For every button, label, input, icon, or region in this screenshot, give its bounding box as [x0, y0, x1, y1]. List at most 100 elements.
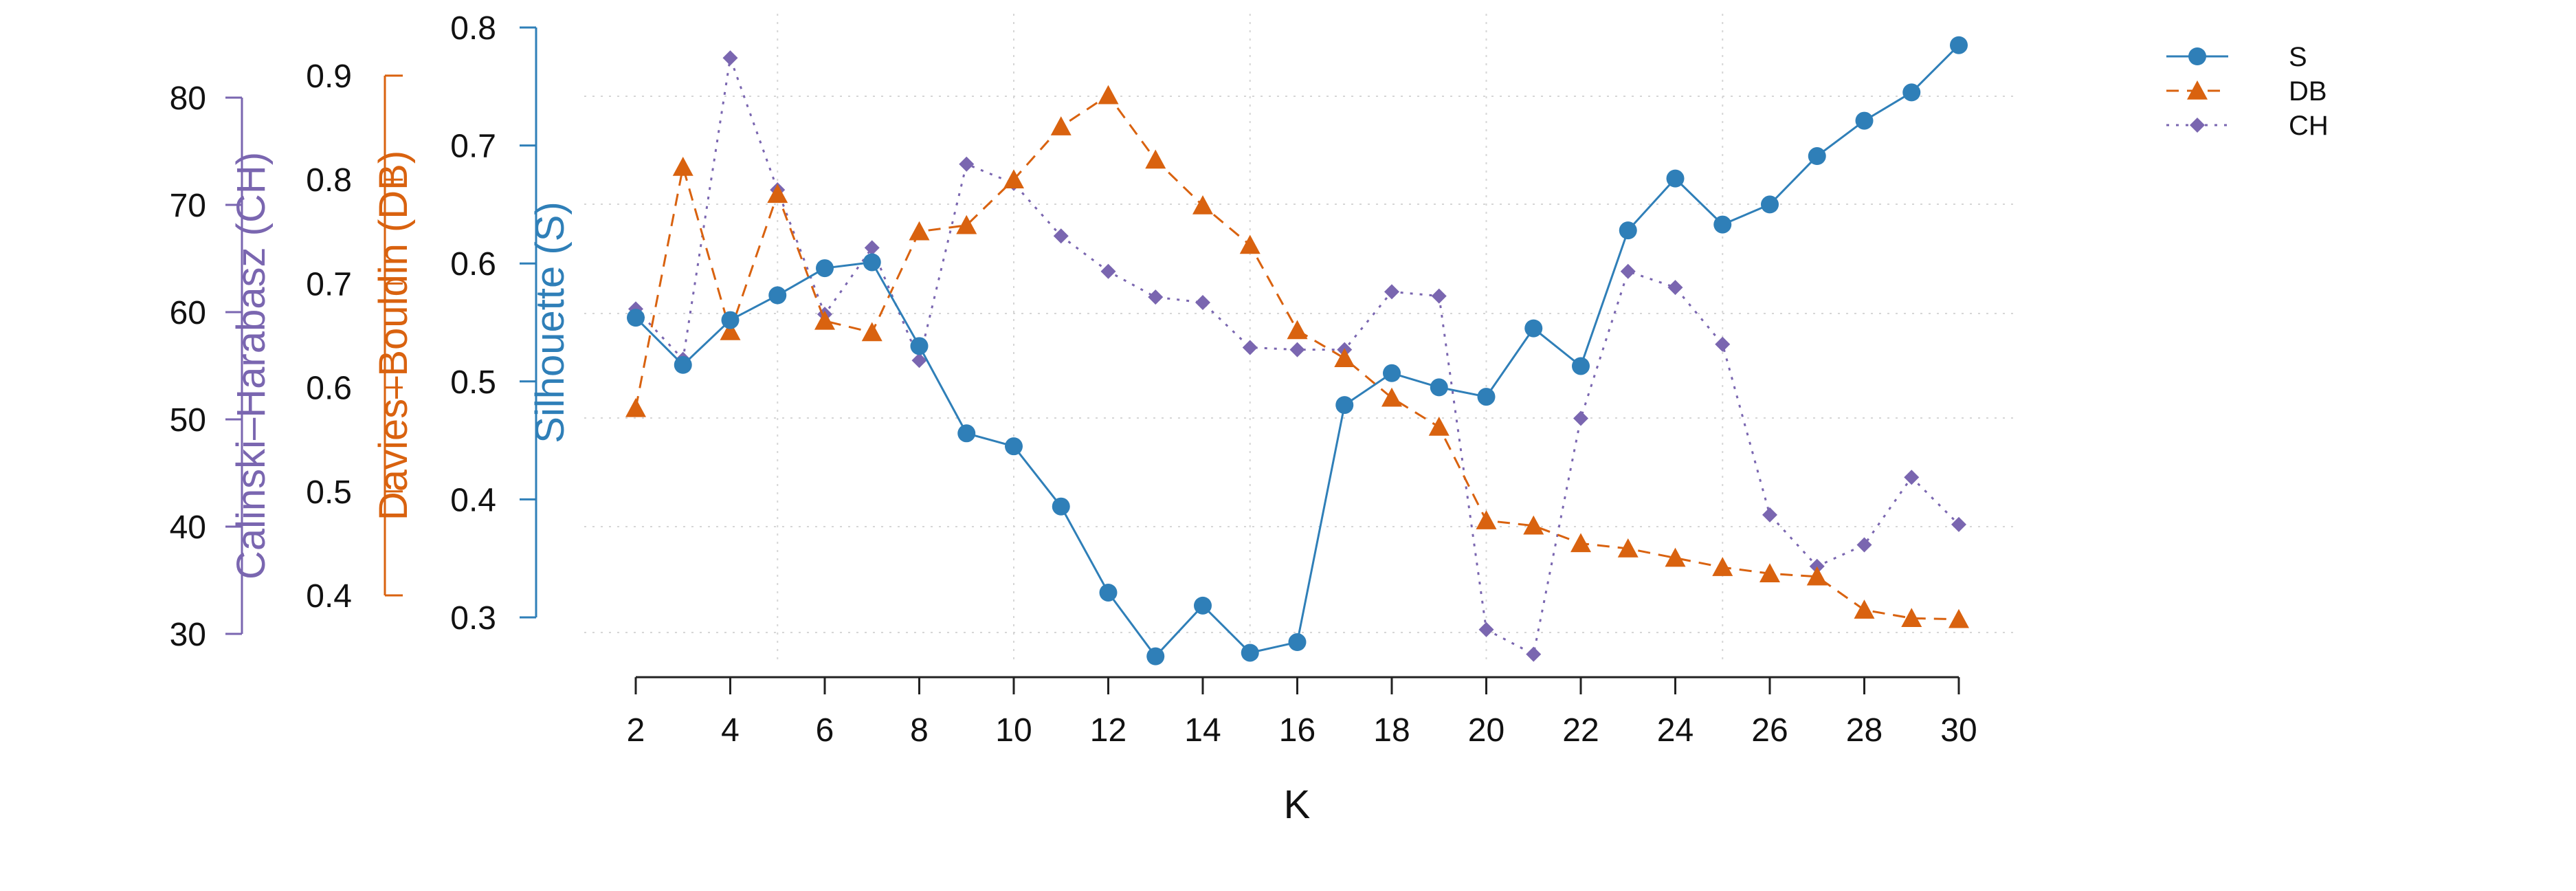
x-tick-label: 26: [1751, 712, 1788, 749]
data-point-s: [1241, 644, 1259, 662]
data-point-s: [1808, 147, 1826, 166]
data-point-db: [720, 320, 741, 340]
data-point-ch: [1762, 507, 1777, 522]
legend-marker-s: [2188, 47, 2206, 65]
data-point-db: [1948, 608, 1969, 628]
legend-label-db: DB: [2289, 76, 2327, 107]
data-point-db: [1617, 538, 1639, 558]
data-point-db: [1665, 547, 1686, 567]
data-point-db: [1003, 169, 1024, 188]
y-tick-label-ch: 30: [170, 617, 206, 653]
data-point-s: [1430, 378, 1448, 397]
y-tick-label-ch: 50: [170, 402, 206, 439]
data-point-db: [672, 157, 693, 176]
x-tick-label: 10: [995, 712, 1032, 749]
data-point-s: [1713, 215, 1732, 234]
y-tick-label-db: 0.5: [306, 474, 352, 511]
data-point-db: [1570, 533, 1591, 553]
data-point-s: [768, 286, 787, 305]
data-point-s: [674, 355, 692, 374]
data-point-s: [1335, 396, 1354, 415]
x-axis-title: K: [1284, 782, 1311, 827]
data-point-s: [1572, 357, 1590, 375]
data-point-s: [1477, 388, 1496, 406]
data-point-s: [627, 309, 645, 327]
data-point-ch: [864, 240, 880, 256]
data-point-ch: [1573, 410, 1588, 426]
data-point-ch: [1053, 228, 1069, 244]
data-point-db: [1854, 600, 1875, 619]
y-tick-label-db: 0.9: [306, 58, 352, 95]
data-point-ch: [1195, 294, 1210, 310]
data-point-s: [1383, 364, 1401, 382]
data-point-ch: [1620, 263, 1636, 279]
x-tick-label: 18: [1373, 712, 1410, 749]
y-tick-label-db: 0.7: [306, 266, 352, 302]
x-tick-label: 20: [1468, 712, 1504, 749]
data-point-db: [1145, 149, 1166, 169]
data-point-s: [1855, 111, 1874, 130]
data-point-db: [1192, 195, 1213, 214]
data-point-s: [721, 311, 740, 329]
data-point-ch: [1100, 263, 1116, 279]
data-point-db: [909, 221, 930, 241]
data-point-db: [1287, 320, 1308, 340]
data-point-ch: [1667, 280, 1683, 296]
data-point-s: [1524, 319, 1543, 338]
data-point-db: [1901, 608, 1922, 628]
data-point-s: [1194, 596, 1212, 615]
y-tick-label-s: 0.6: [450, 246, 496, 283]
data-point-s: [1146, 647, 1165, 666]
y-axis-title-db: Davies–Bouldin (DB): [371, 151, 416, 520]
legend-marker-db: [2187, 80, 2208, 100]
x-tick-label: 16: [1279, 712, 1315, 749]
data-point-ch: [1289, 342, 1305, 358]
data-point-s: [1619, 221, 1637, 240]
y-tick-label-s: 0.4: [450, 482, 496, 518]
data-point-s: [1666, 169, 1685, 188]
y-tick-label-ch: 70: [170, 188, 206, 224]
data-point-s: [1950, 36, 1968, 54]
data-point-db: [1334, 348, 1355, 368]
y-tick-label-db: 0.6: [306, 371, 352, 407]
y-axis-title-ch: Calinski–Harabasz (CH): [229, 152, 274, 580]
y-tick-label-db: 0.8: [306, 162, 352, 199]
data-point-db: [1523, 515, 1544, 535]
data-point-ch: [959, 156, 975, 172]
data-point-db: [1759, 563, 1780, 582]
data-point-ch: [1478, 622, 1494, 637]
data-point-db: [1381, 387, 1402, 407]
x-tick-label: 24: [1657, 712, 1694, 749]
data-point-s: [816, 259, 834, 278]
data-point-s: [1099, 583, 1118, 602]
data-point-s: [910, 337, 929, 355]
data-point-ch: [1715, 336, 1731, 352]
legend-label-s: S: [2289, 42, 2307, 72]
data-point-db: [1476, 510, 1497, 529]
y-tick-label-ch: 40: [170, 509, 206, 546]
data-point-db: [956, 214, 977, 234]
x-tick-label: 28: [1846, 712, 1883, 749]
series-line-db: [634, 94, 1959, 621]
data-point-db: [1050, 116, 1072, 135]
data-point-db: [1806, 566, 1828, 586]
x-tick-label: 22: [1562, 712, 1599, 749]
data-point-db: [1712, 557, 1733, 576]
y-tick-label-ch: 60: [170, 295, 206, 331]
data-point-db: [1239, 234, 1261, 254]
legend-marker-ch: [2190, 118, 2205, 133]
x-tick-label: 6: [816, 712, 834, 749]
data-point-s: [1761, 195, 1779, 214]
data-point-s: [863, 253, 881, 272]
y-tick-label-ch: 80: [170, 80, 206, 117]
data-point-db: [1098, 85, 1119, 104]
y-tick-label-db: 0.4: [306, 578, 352, 615]
data-point-ch: [911, 353, 927, 368]
x-tick-label: 4: [721, 712, 740, 749]
y-tick-label-s: 0.7: [450, 129, 496, 165]
y-axis-title-s: Silhouette (S): [528, 201, 573, 443]
data-point-db: [767, 184, 788, 204]
x-tick-label: 12: [1090, 712, 1126, 749]
